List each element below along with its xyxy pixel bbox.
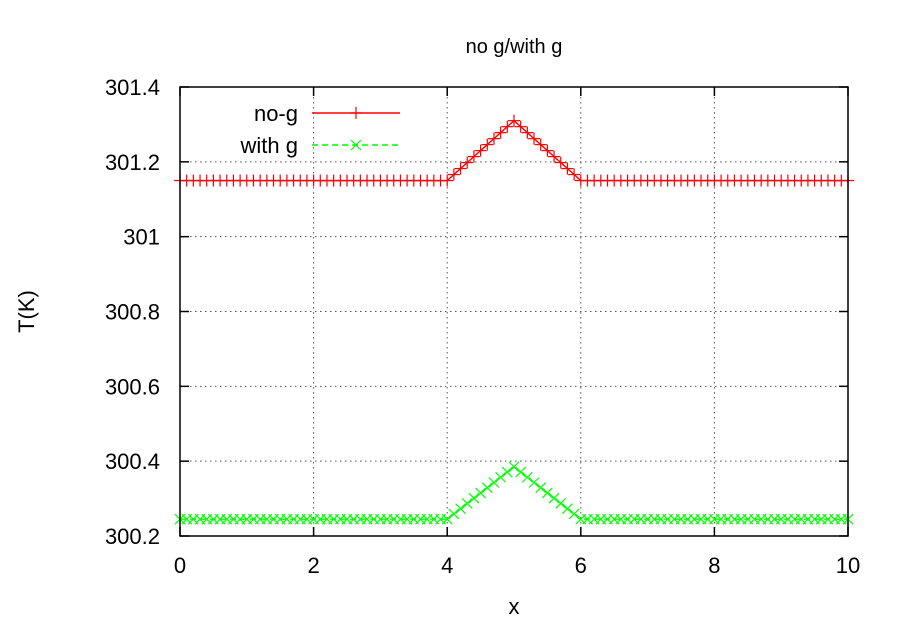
cross-marker [535, 482, 547, 494]
plus-marker [447, 168, 460, 181]
y-tick-label: 300.4 [105, 449, 160, 474]
cross-marker [488, 477, 500, 488]
plus-marker [561, 162, 574, 175]
plus-marker [508, 114, 520, 127]
x-tick-label: 2 [307, 553, 319, 578]
series-layer [174, 114, 854, 525]
plus-marker [554, 156, 567, 169]
cross-marker [455, 503, 466, 515]
y-tick-label: 301 [123, 225, 160, 250]
cross-marker [562, 503, 573, 515]
plus-marker [541, 144, 554, 157]
legend-label-with-g: with g [240, 133, 298, 158]
cross-marker [495, 471, 507, 483]
cross-marker [528, 477, 540, 488]
plus-marker [441, 174, 454, 187]
plus-marker [528, 132, 541, 145]
legend: no-g with g [240, 101, 400, 158]
plus-marker [548, 150, 561, 163]
y-tick-label: 300.8 [105, 300, 160, 325]
chart-title: no g/with g [466, 36, 563, 58]
plus-marker [461, 156, 474, 169]
cross-marker [481, 482, 493, 494]
plus-marker [350, 107, 362, 119]
series-line [180, 465, 848, 520]
cross-marker [461, 498, 473, 509]
grid [180, 87, 848, 536]
x-tick-label: 0 [174, 553, 186, 578]
cross-marker [548, 492, 560, 504]
x-axis-label: x [509, 594, 520, 619]
y-tick-label: 300.6 [105, 374, 160, 399]
plus-marker [454, 162, 467, 175]
plus-marker [467, 150, 480, 163]
cross-marker [568, 508, 580, 520]
cross-marker [441, 513, 453, 525]
x-tick-label: 8 [708, 553, 720, 578]
cross-marker [508, 461, 520, 473]
axis-ticks: 0 2 4 6 8 10 300.2 300.4 300.6 300.8 301 301.2 301.4 [105, 75, 860, 578]
series-markers [174, 461, 854, 525]
plus-marker [514, 120, 527, 133]
cross-marker [350, 139, 362, 151]
cross-marker [555, 498, 567, 509]
cross-marker [475, 487, 487, 499]
cross-marker [515, 466, 527, 478]
x-tick-label: 4 [441, 553, 453, 578]
y-tick-label: 301.2 [105, 150, 160, 175]
plus-marker [494, 126, 507, 139]
plus-marker [534, 138, 547, 151]
cross-marker [501, 466, 513, 478]
x-tick-label: 10 [836, 553, 860, 578]
cross-marker [541, 487, 553, 499]
series-markers [174, 114, 854, 187]
y-axis-label: T(K) [14, 290, 39, 333]
cross-marker [521, 471, 533, 483]
cross-marker [468, 492, 480, 504]
cross-marker [448, 508, 460, 520]
plus-marker [487, 132, 500, 145]
plus-marker [568, 168, 581, 181]
plus-marker [481, 138, 494, 151]
y-tick-label: 300.2 [105, 524, 160, 549]
y-tick-label: 301.4 [105, 75, 160, 100]
series-no-g [174, 114, 854, 187]
plus-marker [501, 120, 514, 133]
series-with-g [174, 461, 854, 525]
x-tick-label: 6 [575, 553, 587, 578]
legend-label-no-g: no-g [254, 101, 298, 126]
plus-marker [521, 126, 534, 139]
plus-marker [474, 144, 487, 157]
